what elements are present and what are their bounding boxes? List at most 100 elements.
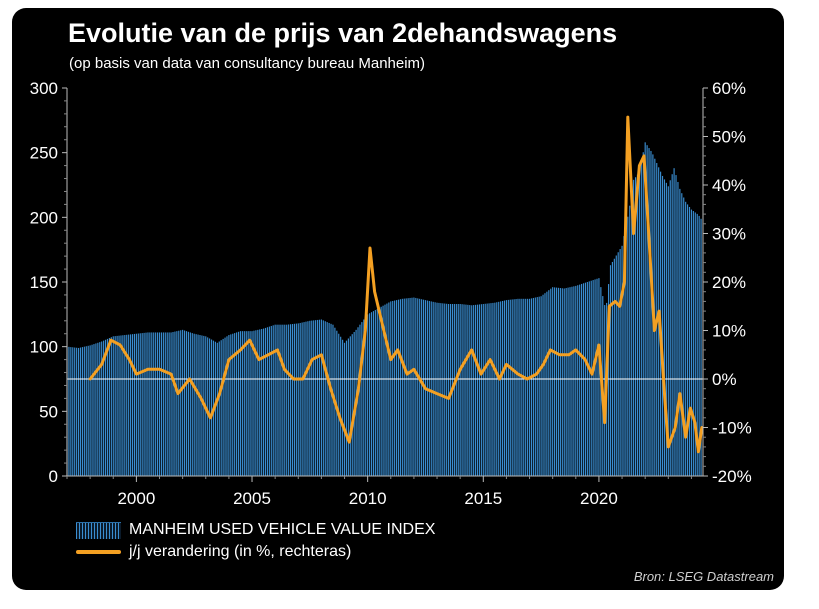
bar bbox=[209, 338, 211, 476]
bar bbox=[135, 333, 137, 476]
bar bbox=[407, 298, 409, 476]
y-left-tick-label: 250 bbox=[30, 144, 58, 163]
bar bbox=[176, 331, 178, 476]
bar bbox=[484, 303, 486, 476]
y-right-tick-label: -10% bbox=[712, 419, 752, 438]
bar bbox=[76, 347, 78, 476]
bar bbox=[353, 332, 355, 476]
bar bbox=[438, 302, 440, 476]
bar bbox=[374, 310, 376, 476]
bar bbox=[698, 215, 700, 476]
bar bbox=[251, 331, 253, 476]
bar bbox=[559, 288, 561, 476]
bar bbox=[137, 333, 139, 476]
bar bbox=[625, 226, 627, 476]
bar bbox=[700, 218, 702, 476]
bar bbox=[596, 278, 598, 476]
bar bbox=[542, 294, 544, 476]
y-right-tick-label: 20% bbox=[712, 273, 746, 292]
bar bbox=[575, 285, 577, 476]
bar bbox=[509, 299, 511, 476]
bar bbox=[280, 324, 282, 476]
bar bbox=[272, 325, 274, 476]
bar bbox=[147, 332, 149, 476]
bar bbox=[496, 302, 498, 476]
bar bbox=[492, 302, 494, 476]
bar bbox=[594, 279, 596, 476]
bar bbox=[87, 345, 89, 476]
y-right-tick-label: 40% bbox=[712, 176, 746, 195]
bar bbox=[390, 301, 392, 476]
bar bbox=[683, 197, 685, 476]
y-right-tick-label: 30% bbox=[712, 225, 746, 244]
bar bbox=[469, 305, 471, 476]
bar bbox=[380, 306, 382, 476]
bar bbox=[191, 333, 193, 476]
bar bbox=[673, 168, 675, 476]
y-left-tick-label: 0 bbox=[49, 467, 58, 486]
bar bbox=[158, 332, 161, 476]
x-tick-label: 2010 bbox=[349, 489, 387, 508]
bar bbox=[384, 304, 386, 476]
bar bbox=[195, 334, 197, 476]
bar bbox=[613, 258, 615, 476]
bar bbox=[633, 179, 635, 476]
bar bbox=[413, 297, 415, 476]
bar bbox=[478, 304, 481, 476]
bar bbox=[609, 265, 612, 476]
bar bbox=[476, 304, 479, 476]
x-tick-label: 2000 bbox=[117, 489, 155, 508]
bar bbox=[116, 335, 118, 476]
bar bbox=[295, 323, 297, 476]
bar bbox=[527, 298, 529, 476]
bar bbox=[555, 287, 558, 476]
bar bbox=[490, 303, 492, 476]
bar bbox=[498, 301, 500, 476]
bar bbox=[131, 334, 134, 476]
bar bbox=[598, 278, 600, 476]
bar bbox=[434, 302, 436, 476]
bar bbox=[172, 332, 174, 476]
bar bbox=[573, 286, 575, 476]
legend-swatch-line bbox=[76, 550, 121, 554]
bar bbox=[446, 303, 448, 476]
bar bbox=[397, 299, 400, 476]
bar bbox=[548, 290, 550, 476]
bar bbox=[193, 333, 195, 476]
bar bbox=[309, 320, 311, 476]
bar bbox=[473, 305, 475, 476]
legend-item-change: j/j verandering (in %, rechteras) bbox=[76, 542, 351, 562]
bar bbox=[97, 342, 99, 476]
bar bbox=[293, 323, 295, 476]
bar bbox=[685, 201, 687, 476]
bar bbox=[696, 213, 698, 476]
bar bbox=[222, 338, 224, 476]
bar bbox=[671, 174, 673, 476]
bar bbox=[316, 319, 319, 476]
x-tick-label: 2015 bbox=[464, 489, 502, 508]
bar bbox=[442, 303, 444, 476]
bar bbox=[403, 298, 405, 476]
bar bbox=[322, 320, 324, 476]
bar bbox=[690, 209, 693, 476]
bar bbox=[284, 324, 286, 476]
bar bbox=[677, 181, 679, 477]
bar bbox=[617, 252, 619, 476]
legend-swatch-bars bbox=[76, 521, 121, 539]
bar bbox=[457, 303, 459, 476]
bar bbox=[607, 284, 610, 476]
bar bbox=[261, 328, 263, 476]
bar bbox=[103, 340, 105, 476]
x-tick-label: 2005 bbox=[233, 489, 271, 508]
bar bbox=[266, 327, 269, 476]
bar bbox=[428, 300, 430, 476]
bar bbox=[611, 261, 613, 476]
bar bbox=[663, 179, 666, 476]
bar bbox=[569, 287, 571, 476]
legend-label-index: MANHEIM USED VEHICLE VALUE INDEX bbox=[129, 521, 436, 538]
bar bbox=[326, 322, 328, 476]
bar bbox=[577, 285, 579, 476]
bar bbox=[157, 332, 159, 476]
bar bbox=[216, 342, 218, 476]
bar bbox=[681, 193, 683, 476]
